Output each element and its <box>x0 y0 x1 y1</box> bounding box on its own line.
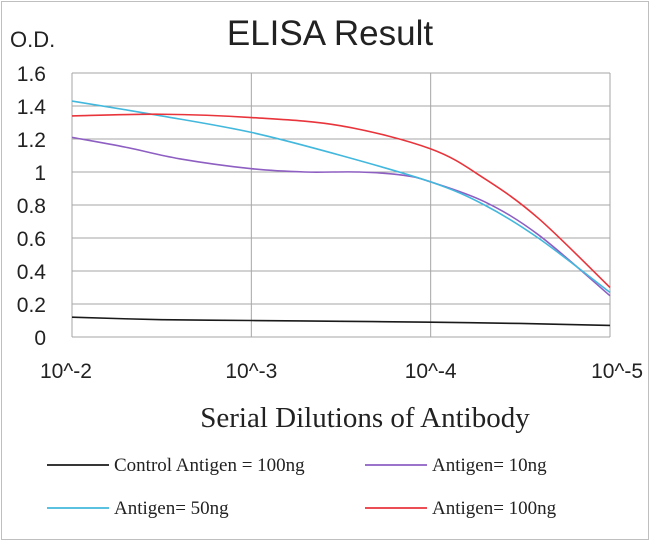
x-axis-label: Serial Dilutions of Antibody <box>200 402 530 434</box>
legend-label-4: Antigen= 100ng <box>432 498 557 519</box>
legend-label-1: Control Antigen = 100ng <box>114 455 305 476</box>
series-line-3 <box>71 100 611 294</box>
series-line-4 <box>71 113 611 289</box>
series-line-2 <box>71 136 611 297</box>
grid-lines <box>71 72 611 338</box>
legend-label-3: Antigen= 50ng <box>114 498 229 519</box>
y-axis-label: O.D. <box>10 27 55 52</box>
x-tick-labels: 10^-2 10^-3 10^-4 10^-5 <box>40 360 643 383</box>
y-tick-labels: 0 0.2 0.4 0.6 0.8 1 1.2 1.4 1.6 <box>17 63 47 350</box>
legend: Control Antigen = 100ng Antigen= 10ng Anti… <box>47 455 557 519</box>
y-tick-label: 1.6 <box>17 63 46 86</box>
y-tick-label: 0.4 <box>17 261 47 284</box>
legend-label-2: Antigen= 10ng <box>432 455 547 476</box>
x-tick-label: 10^-4 <box>405 360 457 383</box>
x-tick-label: 10^-3 <box>225 360 277 383</box>
y-tick-label: 0 <box>34 327 46 350</box>
y-tick-label: 1 <box>34 162 46 185</box>
series-lines <box>71 100 611 327</box>
y-tick-label: 0.6 <box>17 228 46 251</box>
y-tick-label: 1.4 <box>17 96 47 119</box>
y-tick-label: 1.2 <box>17 129 46 152</box>
x-tick-label: 10^-5 <box>591 360 643 383</box>
x-tick-label: 10^-2 <box>40 360 92 383</box>
y-tick-label: 0.2 <box>17 294 46 317</box>
y-tick-label: 0.8 <box>17 195 46 218</box>
series-line-1 <box>71 316 611 327</box>
chart-title: ELISA Result <box>227 14 433 53</box>
